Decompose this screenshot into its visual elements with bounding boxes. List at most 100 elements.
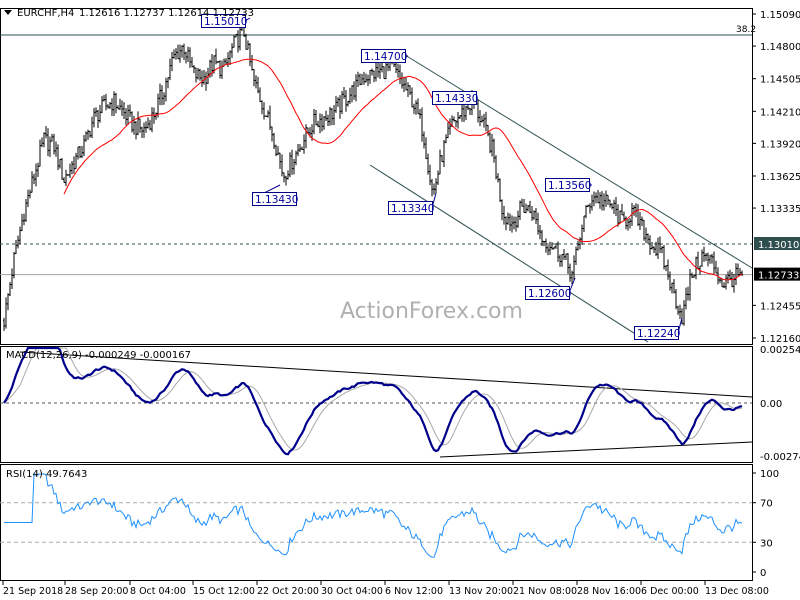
price-bar: [63, 177, 65, 183]
price-bar: [401, 72, 403, 89]
price-bar: [171, 51, 173, 72]
price-bar: [379, 63, 381, 79]
price-bar: [543, 240, 545, 247]
price-bar: [59, 158, 61, 169]
price-bar: [261, 100, 263, 115]
price-bar: [85, 131, 87, 142]
price-bar: [271, 126, 273, 142]
price-bar: [147, 117, 149, 129]
annotation-box: [432, 91, 477, 105]
price-bar: [463, 101, 465, 122]
price-bar: [201, 70, 203, 87]
price-bar: [137, 111, 139, 136]
price-bar: [299, 144, 301, 152]
price-bar: [519, 200, 521, 220]
annotation-box: [252, 192, 297, 206]
price-bar: [267, 110, 269, 118]
price-bar: [337, 97, 339, 107]
price-bar: [679, 304, 681, 320]
price-bar: [113, 91, 115, 116]
price-bar: [435, 178, 437, 194]
price-bar: [181, 45, 183, 58]
price-bar: [439, 149, 441, 175]
price-bar: [325, 110, 327, 121]
price-bar: [651, 242, 653, 250]
price-bar: [677, 305, 679, 315]
price-bar: [371, 68, 373, 76]
price-bar: [627, 218, 629, 231]
price-bar: [259, 87, 261, 103]
price-bar: [601, 191, 603, 211]
price-bar: [693, 274, 695, 278]
price-bar: [179, 44, 181, 63]
price-bar: [53, 133, 55, 155]
triangle-down-icon[interactable]: [4, 10, 12, 15]
price-bar: [349, 87, 351, 104]
price-bar: [23, 213, 25, 226]
price-bar: [689, 268, 691, 301]
price-bar: [385, 62, 387, 80]
price-bar: [513, 216, 515, 230]
macd-panel-frame: [0, 346, 753, 463]
price-bar: [233, 35, 235, 48]
price-bar: [81, 145, 83, 159]
x-tick-label: 22 Oct 20:00: [257, 586, 319, 597]
price-bar: [573, 255, 575, 281]
price-bar: [707, 252, 709, 267]
price-bar: [619, 210, 621, 224]
price-bar: [479, 110, 481, 127]
price-bar: [31, 171, 33, 193]
price-bar: [101, 96, 103, 114]
price-bar: [117, 105, 119, 110]
price-bar: [75, 152, 77, 170]
annotation-label: 1.14330: [435, 93, 478, 105]
y-tick-label: 1.12160: [760, 334, 800, 345]
price-bar: [125, 108, 127, 126]
price-bar: [285, 175, 287, 186]
moving-average-line: [63, 58, 743, 281]
price-bar: [605, 190, 607, 207]
price-bar: [495, 155, 497, 180]
x-tick-label: 15 Oct 12:00: [193, 586, 255, 597]
price-bar: [13, 251, 15, 279]
price-bar: [579, 237, 581, 250]
macd-y-tick-label: 0.00254: [760, 345, 800, 356]
price-bar: [295, 150, 297, 166]
price-bar: [109, 102, 111, 109]
price-bar: [167, 77, 169, 89]
y-tick-label: 1.13920: [760, 139, 800, 150]
price-bar: [73, 156, 75, 174]
price-bar: [133, 115, 135, 135]
price-bar: [273, 132, 275, 150]
price-bar: [257, 76, 259, 94]
price-bar: [183, 43, 185, 60]
price-bar: [129, 104, 131, 117]
price-bar: [247, 40, 249, 50]
price-bar: [725, 274, 727, 290]
price-bar: [411, 87, 413, 108]
price-bar: [277, 146, 279, 156]
x-tick-label: 30 Oct 04:00: [321, 586, 383, 597]
price-bar: [625, 216, 627, 230]
macd-y-tick-label: 0.00: [760, 399, 782, 410]
rsi-panel-frame: [0, 464, 753, 581]
price-bar: [485, 111, 487, 132]
price-bar: [249, 43, 251, 67]
price-bar: [723, 282, 725, 288]
price-bar: [7, 293, 9, 311]
price-bar: [445, 134, 447, 144]
price-bar: [607, 194, 609, 205]
price-bar: [301, 146, 303, 150]
price-bar: [145, 121, 147, 133]
price-bar: [205, 71, 207, 91]
price-bar: [653, 246, 655, 254]
price-bar: [327, 114, 329, 127]
price-bar: [461, 105, 463, 122]
price-bar: [67, 174, 69, 176]
price-bar: [187, 46, 189, 62]
price-bar: [587, 204, 589, 208]
price-bar: [521, 198, 523, 207]
price-bar: [567, 253, 569, 274]
price-bar: [663, 244, 665, 270]
